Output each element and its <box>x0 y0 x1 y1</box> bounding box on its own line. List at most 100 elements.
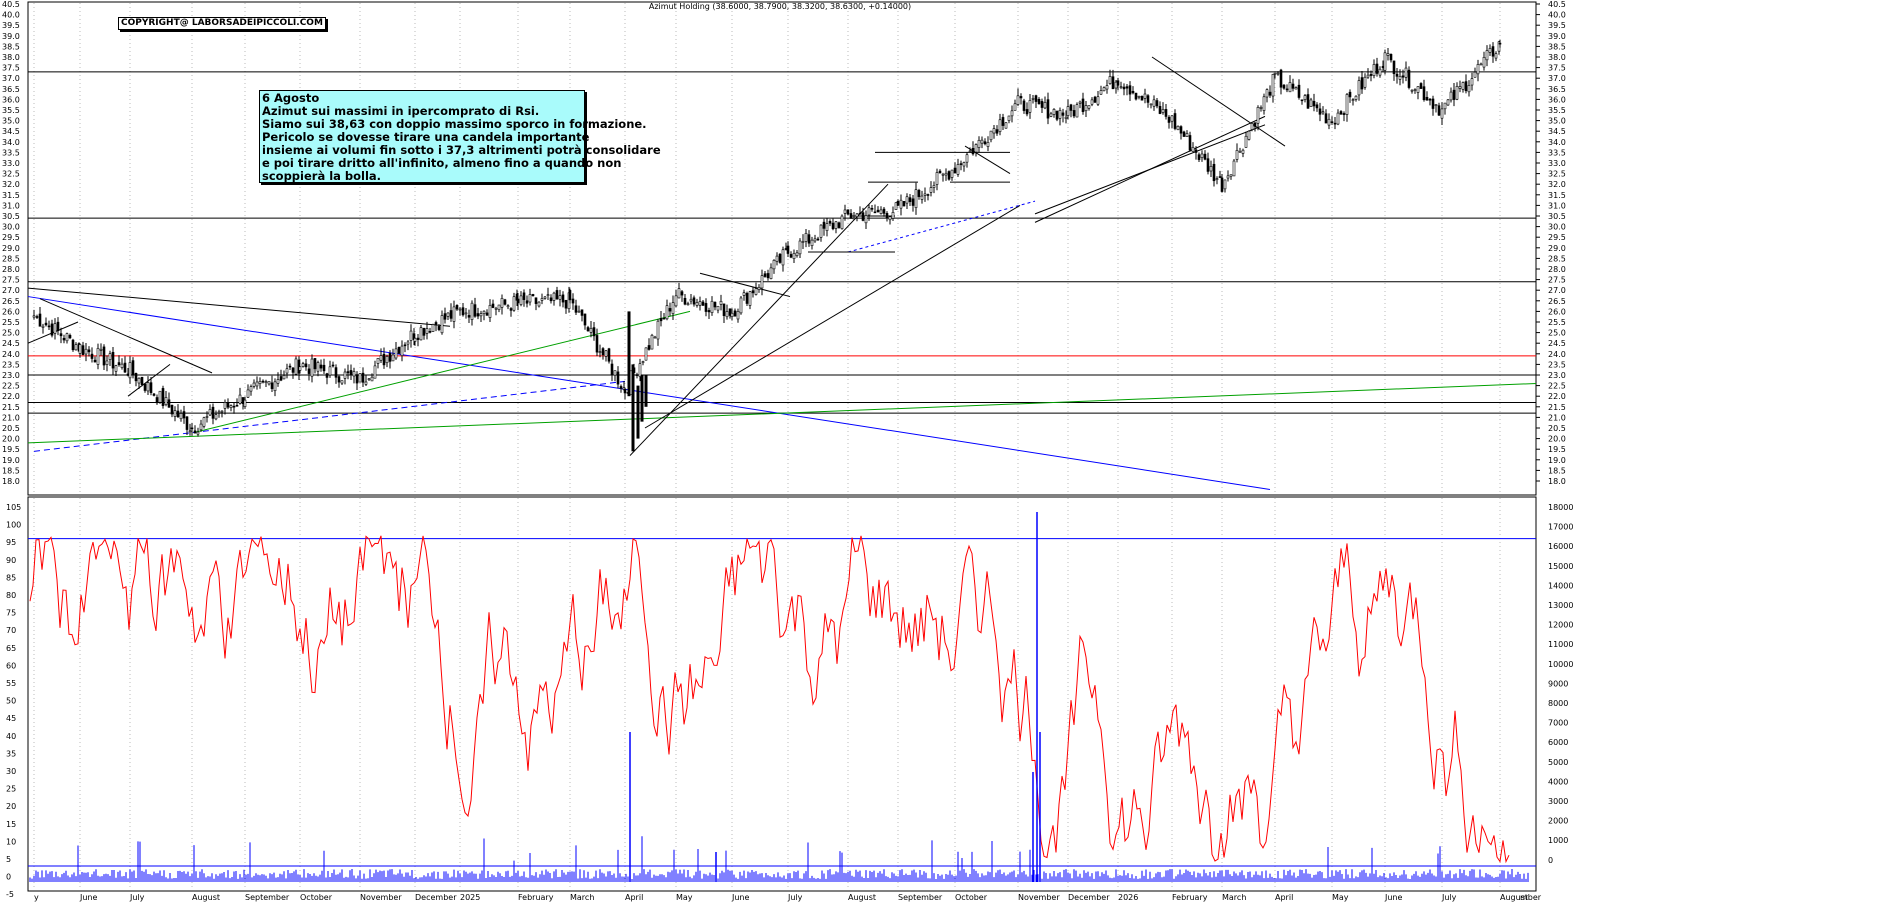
candle-body <box>1137 95 1141 98</box>
candle-body <box>1449 91 1453 101</box>
candle-body <box>1028 100 1032 113</box>
candle-body <box>789 254 793 258</box>
candle-body <box>229 405 233 408</box>
candle-body <box>1247 130 1251 140</box>
trend-line <box>1034 124 1266 215</box>
candle-body <box>571 298 575 304</box>
candle-body <box>1354 95 1358 100</box>
candle-body <box>858 212 862 215</box>
candle-body <box>1119 86 1123 88</box>
candle-body <box>1229 174 1233 177</box>
volume-tick: 2000 <box>1548 817 1568 826</box>
price-tick-right: 36.5 <box>1548 85 1566 94</box>
candle-body <box>792 253 796 259</box>
candle-body <box>120 363 124 368</box>
candle-body <box>619 386 623 389</box>
price-tick-right: 30.5 <box>1548 212 1566 221</box>
rsi-tick: 30 <box>6 767 16 776</box>
price-tick-left: 40.5 <box>2 0 20 9</box>
price-tick-right: 36.0 <box>1548 95 1566 104</box>
candle-body <box>264 381 268 383</box>
candle-body <box>270 382 274 389</box>
candle-body <box>140 376 144 386</box>
candle-body <box>1488 48 1492 53</box>
candle-body <box>367 378 371 381</box>
candle-body <box>935 172 939 185</box>
candle-body <box>1185 133 1189 137</box>
candle-body <box>701 301 705 306</box>
candle-body <box>1440 108 1444 119</box>
candle-body <box>1306 94 1310 109</box>
candle-body <box>971 147 975 155</box>
price-tick-right: 33.5 <box>1548 148 1566 157</box>
price-tick-right: 35.0 <box>1548 117 1566 126</box>
candle-body <box>202 417 206 427</box>
candle-body <box>370 376 374 382</box>
candle-body <box>1446 99 1450 106</box>
candle-body <box>607 348 611 362</box>
price-tick-left: 26.0 <box>2 307 20 316</box>
trend-line <box>27 382 1537 444</box>
price-tick-right: 21.5 <box>1548 403 1566 412</box>
price-tick-left: 39.5 <box>2 21 20 30</box>
price-tick-left: 38.0 <box>2 53 20 62</box>
candle-body <box>595 335 599 353</box>
price-tick-right: 20.0 <box>1548 435 1566 444</box>
candle-body <box>409 330 413 341</box>
candle-body <box>68 334 72 339</box>
candle-body <box>358 373 362 383</box>
candle-body <box>258 381 262 384</box>
candle-body <box>1149 103 1153 106</box>
candle-body <box>810 239 814 246</box>
candle-body <box>905 196 909 204</box>
candle-body <box>908 197 912 203</box>
price-tick-right: 40.5 <box>1548 0 1566 9</box>
candle-body <box>549 297 553 302</box>
price-tick-left: 21.0 <box>2 413 20 422</box>
candle-body <box>179 413 183 420</box>
candle-body <box>980 139 984 144</box>
candle-body <box>647 345 651 350</box>
rsi-tick: 80 <box>6 591 16 600</box>
candle-body <box>519 295 523 305</box>
candle-body <box>1241 149 1245 154</box>
candle-body <box>1220 177 1224 192</box>
candle-body <box>331 364 335 367</box>
candle-body <box>476 313 480 317</box>
candle-body <box>313 358 317 370</box>
candle-body <box>730 312 734 317</box>
candle-body <box>1122 86 1126 90</box>
candle-body <box>443 313 447 320</box>
candle-body <box>1383 52 1387 71</box>
volume-tick: 9000 <box>1548 679 1568 688</box>
candle-body <box>188 430 192 433</box>
candle-body <box>627 311 631 397</box>
candle-body <box>885 213 889 219</box>
price-tick-left: 28.0 <box>2 265 20 274</box>
candle-body <box>503 299 507 305</box>
candle-body <box>902 200 906 207</box>
candle-body <box>953 167 957 174</box>
candle-body <box>1013 103 1017 111</box>
candle-body <box>170 404 174 415</box>
candle-body <box>540 298 544 301</box>
chart-frames <box>27 1 1537 892</box>
candle-body <box>644 347 648 361</box>
candle-body <box>1327 118 1331 126</box>
x-tick-label: May <box>1332 893 1349 902</box>
price-tick-left: 37.5 <box>2 64 20 73</box>
candle-body <box>1315 104 1319 109</box>
candle-body <box>452 306 456 322</box>
candle-body <box>211 406 215 419</box>
candle-body <box>888 216 892 221</box>
candle-body <box>41 325 45 328</box>
candle-body <box>397 346 401 354</box>
candle-body <box>214 414 218 420</box>
candle-body <box>1170 115 1174 122</box>
candle-body <box>155 397 159 404</box>
candle-body <box>1194 149 1198 153</box>
candle-body <box>837 222 841 228</box>
candle-body <box>1271 73 1275 97</box>
price-tick-left: 38.5 <box>2 42 20 51</box>
candle-body <box>394 348 398 359</box>
